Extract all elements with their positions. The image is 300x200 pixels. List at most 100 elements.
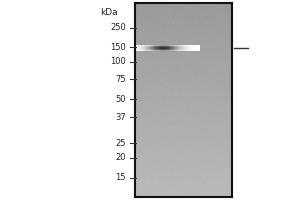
- Bar: [135, 74, 232, 75]
- Text: 15: 15: [116, 173, 126, 182]
- Bar: [135, 159, 232, 161]
- Bar: [135, 114, 232, 115]
- Bar: [135, 92, 232, 93]
- Bar: [135, 68, 232, 69]
- Bar: [135, 21, 232, 22]
- Bar: [135, 148, 232, 149]
- Bar: [135, 179, 232, 180]
- Bar: [135, 44, 232, 45]
- Bar: [135, 125, 232, 126]
- Bar: [135, 64, 232, 66]
- Bar: [135, 94, 232, 95]
- Bar: [135, 168, 232, 169]
- Bar: [135, 8, 232, 9]
- Bar: [135, 184, 232, 185]
- Bar: [135, 9, 232, 10]
- Bar: [135, 153, 232, 154]
- Bar: [135, 96, 232, 97]
- Bar: [135, 24, 232, 25]
- Bar: [135, 26, 232, 27]
- Bar: [135, 141, 232, 143]
- Bar: [135, 122, 232, 123]
- Bar: [135, 30, 232, 31]
- Bar: [135, 63, 232, 64]
- Bar: [135, 127, 232, 128]
- Bar: [135, 77, 232, 78]
- Bar: [135, 11, 232, 13]
- Bar: [135, 16, 232, 17]
- Bar: [135, 146, 232, 147]
- Bar: [135, 155, 232, 156]
- Text: 25: 25: [116, 138, 126, 148]
- Bar: [135, 86, 232, 88]
- Text: 250: 250: [110, 23, 126, 32]
- Bar: [135, 61, 232, 62]
- Bar: [135, 8, 232, 9]
- Bar: [135, 136, 232, 137]
- Bar: [135, 84, 232, 86]
- Bar: [135, 135, 232, 136]
- Bar: [135, 78, 232, 79]
- Bar: [135, 24, 232, 25]
- Text: 37: 37: [115, 112, 126, 121]
- Bar: [135, 194, 232, 196]
- Bar: [135, 39, 232, 40]
- Bar: [135, 163, 232, 164]
- Bar: [135, 51, 232, 52]
- Bar: [135, 136, 232, 137]
- Bar: [135, 154, 232, 155]
- Bar: [135, 83, 232, 84]
- Bar: [135, 36, 232, 37]
- Bar: [135, 134, 232, 135]
- Bar: [135, 121, 232, 122]
- Bar: [135, 123, 232, 124]
- Bar: [135, 192, 232, 193]
- Bar: [135, 59, 232, 60]
- Bar: [135, 154, 232, 155]
- Bar: [135, 192, 232, 194]
- Bar: [135, 189, 232, 190]
- Bar: [135, 100, 232, 101]
- Bar: [135, 22, 232, 24]
- Bar: [135, 3, 232, 4]
- Bar: [135, 26, 232, 27]
- Bar: [135, 6, 232, 7]
- Bar: [135, 183, 232, 184]
- Bar: [135, 156, 232, 157]
- Bar: [135, 147, 232, 148]
- Bar: [135, 31, 232, 32]
- Bar: [135, 163, 232, 165]
- Bar: [135, 82, 232, 83]
- Bar: [135, 115, 232, 116]
- Bar: [135, 124, 232, 125]
- Bar: [135, 81, 232, 82]
- Bar: [135, 62, 232, 64]
- Bar: [135, 142, 232, 143]
- Bar: [135, 178, 232, 179]
- Bar: [135, 23, 232, 24]
- Text: 100: 100: [110, 58, 126, 66]
- Bar: [135, 107, 232, 108]
- Bar: [135, 180, 232, 181]
- Bar: [135, 70, 232, 71]
- Bar: [135, 123, 232, 124]
- Bar: [135, 94, 232, 95]
- Bar: [135, 133, 232, 134]
- Bar: [135, 188, 232, 189]
- Bar: [135, 101, 232, 102]
- Bar: [135, 46, 232, 47]
- Bar: [135, 19, 232, 20]
- Bar: [135, 147, 232, 148]
- Bar: [135, 14, 232, 15]
- Bar: [135, 73, 232, 74]
- Bar: [135, 114, 232, 115]
- Bar: [135, 88, 232, 89]
- Bar: [135, 172, 232, 174]
- Bar: [135, 180, 232, 181]
- Bar: [135, 173, 232, 174]
- Bar: [135, 27, 232, 28]
- Bar: [135, 28, 232, 29]
- Bar: [135, 103, 232, 104]
- Bar: [135, 17, 232, 18]
- Bar: [135, 90, 232, 91]
